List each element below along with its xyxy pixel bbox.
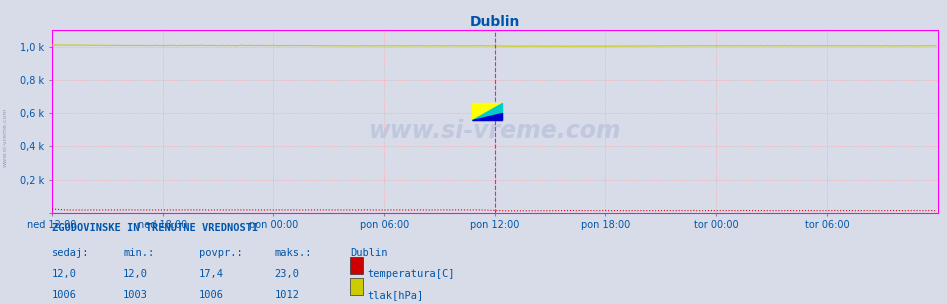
Text: 17,4: 17,4 <box>199 269 223 279</box>
Text: min.:: min.: <box>123 248 154 258</box>
Text: sedaj:: sedaj: <box>52 248 90 258</box>
Title: Dublin: Dublin <box>470 15 520 29</box>
Text: 12,0: 12,0 <box>52 269 77 279</box>
Polygon shape <box>472 103 503 120</box>
Polygon shape <box>472 103 503 120</box>
Text: temperatura[C]: temperatura[C] <box>367 269 455 279</box>
Text: www.si-vreme.com: www.si-vreme.com <box>368 119 621 143</box>
Polygon shape <box>472 113 503 120</box>
Text: ZGODOVINSKE IN TRENUTNE VREDNOSTI: ZGODOVINSKE IN TRENUTNE VREDNOSTI <box>52 223 259 233</box>
Text: maks.:: maks.: <box>275 248 313 258</box>
Text: povpr.:: povpr.: <box>199 248 242 258</box>
Text: 1006: 1006 <box>199 290 223 300</box>
Text: 23,0: 23,0 <box>275 269 299 279</box>
Text: www.si-vreme.com: www.si-vreme.com <box>2 107 8 167</box>
Text: 1012: 1012 <box>275 290 299 300</box>
Text: 1006: 1006 <box>52 290 77 300</box>
Text: tlak[hPa]: tlak[hPa] <box>367 290 423 300</box>
Text: Dublin: Dublin <box>350 248 388 258</box>
Text: 12,0: 12,0 <box>123 269 148 279</box>
Text: 1003: 1003 <box>123 290 148 300</box>
